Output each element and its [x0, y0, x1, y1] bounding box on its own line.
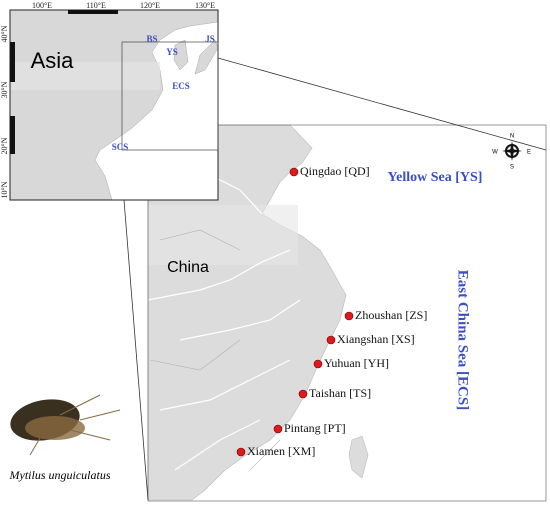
site-label: Qingdao [QD]: [300, 164, 370, 178]
plain: [148, 205, 298, 265]
inset-sea-label: ECS: [172, 81, 190, 91]
site-label: Pintang [PT]: [284, 421, 346, 435]
main-frame: [147, 124, 547, 502]
site-marker: [326, 335, 336, 345]
japan: [194, 39, 219, 75]
compass-label: S: [510, 165, 514, 171]
inset-sea-label: SCS: [112, 142, 129, 152]
lon-label: 120°E: [140, 1, 160, 10]
korea: [173, 39, 189, 71]
lon-label: 110°E: [86, 1, 106, 10]
site-label: Xiangshan [XS]: [337, 332, 415, 346]
lon-label: 130°E: [195, 1, 215, 10]
compass-label: E: [527, 150, 531, 156]
lat-label: 40°N: [0, 25, 9, 42]
caption: Mytilus unguiculatus: [9, 468, 111, 482]
site-marker: [289, 167, 299, 177]
site-marker: [273, 424, 283, 434]
taiwan: [348, 435, 369, 479]
region-label: Asia: [31, 48, 75, 73]
compass: [502, 141, 522, 161]
sea-label: East China Sea [ECS]: [455, 270, 471, 410]
rivers: [147, 169, 301, 471]
connector: [217, 57, 547, 151]
lat-label: 10°N: [0, 181, 9, 198]
lat-label: 30°N: [0, 81, 9, 98]
axis-bar: [10, 116, 15, 154]
sea-label: Yellow Sea [YS]: [388, 170, 483, 185]
study-box: [121, 41, 219, 151]
site-marker: [236, 447, 246, 457]
site-label: Xiamen [XM]: [247, 444, 315, 458]
compass-label: N: [510, 134, 514, 140]
country-label: China: [167, 259, 209, 276]
lon-label: 100°E: [32, 1, 52, 10]
inset-sea-label: YS: [166, 47, 178, 57]
site-marker: [298, 389, 308, 399]
band: [10, 62, 160, 90]
borders: [149, 229, 281, 471]
site-label: Taishan [TS]: [309, 386, 371, 400]
inset-land: [9, 9, 219, 201]
mussel-photo: [10, 394, 121, 456]
site-marker: [344, 311, 354, 321]
inset-sea-label: BS: [146, 34, 157, 44]
axis-bar: [68, 10, 118, 14]
lat-label: 20°N: [0, 137, 9, 154]
axis-bar: [10, 42, 15, 82]
site-label: Zhoushan [ZS]: [355, 308, 427, 322]
connector: [119, 149, 149, 501]
site-marker: [313, 359, 323, 369]
site-label: Yuhuan [YH]: [324, 356, 389, 370]
inset-sea-label: JS: [205, 34, 215, 44]
compass-label: W: [492, 150, 498, 156]
